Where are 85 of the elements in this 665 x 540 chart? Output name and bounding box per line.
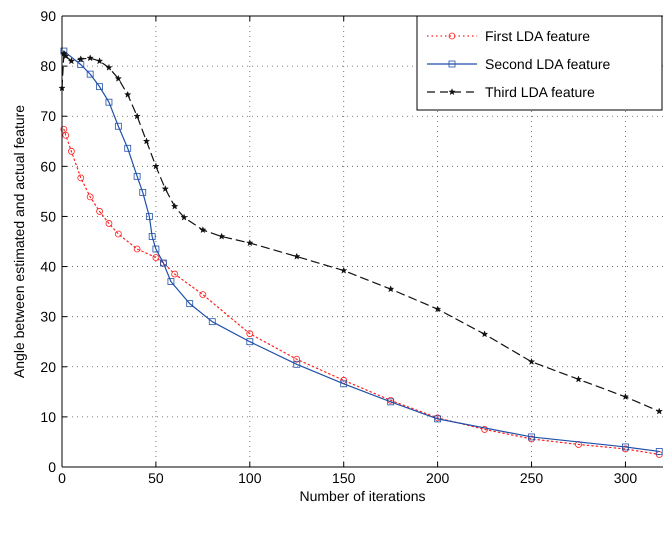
legend-label: First LDA feature (485, 28, 590, 44)
point (114, 122, 122, 130)
point (152, 246, 160, 252)
legend-label: Third LDA feature (485, 84, 595, 100)
point (134, 112, 140, 120)
point (139, 188, 146, 196)
point (218, 233, 225, 240)
point (171, 202, 178, 210)
point (340, 267, 348, 274)
point (162, 185, 169, 192)
point (106, 220, 112, 227)
point (124, 91, 132, 98)
point (115, 75, 122, 82)
x-tick-label: 300 (614, 470, 638, 486)
point (246, 330, 254, 338)
point (134, 246, 141, 252)
point (77, 56, 84, 62)
y-axis-title: Angle between estimated and actual feature (11, 104, 27, 378)
y-tick-label: 40 (40, 258, 56, 275)
point (656, 451, 663, 458)
point (124, 144, 132, 152)
point (77, 61, 84, 68)
point (575, 441, 582, 448)
point (481, 426, 488, 433)
y-tick-label: 20 (40, 358, 56, 375)
y-tick-label: 70 (40, 108, 56, 124)
point (186, 300, 194, 308)
point (199, 291, 206, 298)
point (208, 318, 216, 326)
point (86, 194, 94, 200)
point (171, 270, 178, 278)
point (656, 448, 663, 455)
x-tick-label: 50 (148, 470, 164, 486)
point (246, 338, 254, 346)
point (200, 226, 206, 233)
point (622, 393, 629, 400)
point (180, 214, 188, 220)
point (60, 126, 68, 133)
point (152, 162, 160, 170)
y-tick-label: 30 (40, 308, 56, 325)
x-tick-label: 0 (58, 470, 66, 486)
point (575, 376, 582, 382)
x-axis-title: Number of iterations (299, 488, 426, 504)
point (62, 52, 70, 59)
point (96, 58, 103, 64)
point (96, 208, 103, 215)
point (62, 132, 70, 139)
point (168, 278, 174, 285)
point (106, 64, 112, 70)
point (340, 376, 348, 384)
point (152, 254, 160, 261)
point (148, 233, 156, 240)
point (86, 70, 94, 78)
point (656, 408, 663, 414)
y-tick-label: 10 (40, 408, 56, 425)
point (293, 360, 300, 368)
point (293, 253, 300, 260)
point (77, 174, 84, 182)
point (434, 306, 441, 312)
y-tick-label: 80 (40, 58, 56, 74)
point (96, 83, 103, 90)
point (528, 358, 535, 365)
point (114, 230, 122, 238)
point (86, 54, 94, 61)
x-tick-label: 150 (332, 470, 356, 486)
point (387, 286, 394, 292)
y-tick-label: 0 (48, 459, 56, 475)
point (146, 213, 153, 220)
point (143, 138, 150, 144)
point (68, 148, 75, 155)
point (246, 240, 254, 246)
point (60, 48, 68, 54)
y-tick-label: 50 (40, 208, 56, 224)
y-tick-label: 60 (40, 158, 56, 174)
y-tick-label: 90 (40, 8, 56, 24)
x-tick-label: 250 (520, 470, 544, 486)
point (481, 330, 488, 338)
point (68, 58, 75, 64)
point (106, 98, 112, 106)
x-tick-label: 200 (426, 470, 450, 486)
point (134, 172, 141, 180)
point (293, 356, 300, 363)
point (340, 380, 348, 388)
x-tick-label: 100 (238, 470, 262, 486)
legend-label: Second LDA feature (485, 56, 611, 72)
